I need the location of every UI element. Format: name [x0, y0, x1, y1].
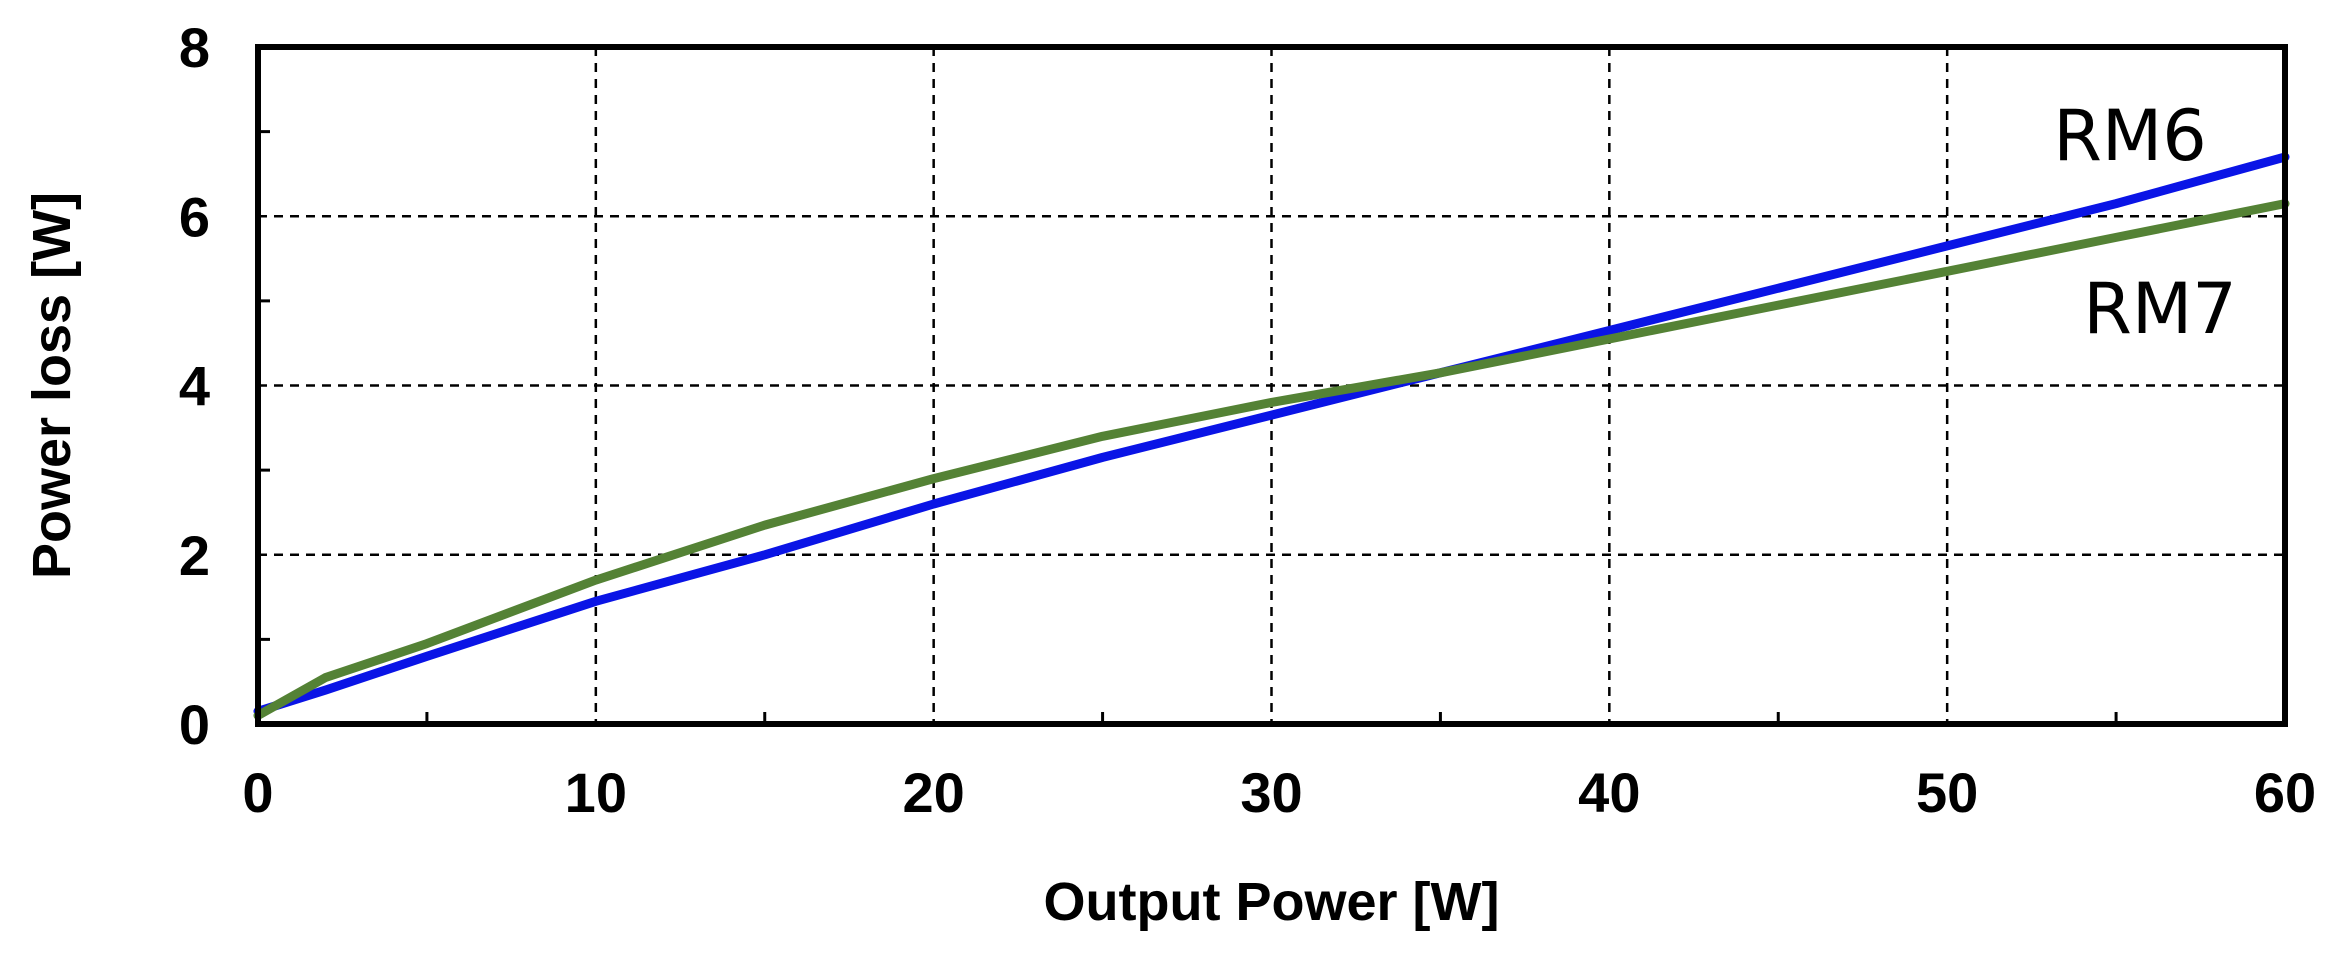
x-tick-label: 30 [1240, 761, 1302, 824]
y-tick-label: 4 [179, 355, 210, 418]
x-tick-label: 60 [2254, 761, 2316, 824]
x-tick-label: 40 [1578, 761, 1640, 824]
grid-lines [258, 47, 2285, 724]
series-line-rm7 [253, 199, 2290, 720]
series-label-rm6: RM6 [2053, 95, 2207, 177]
y-tick-label: 8 [179, 16, 210, 79]
series-label-rm7: RM7 [2083, 268, 2237, 350]
x-tick-labels: 0 10 20 30 40 50 60 [242, 761, 2316, 824]
y-tick-label: 6 [179, 185, 210, 248]
series-line-rm6 [253, 152, 2290, 716]
y-tick-labels: 0 2 4 6 8 [179, 16, 210, 756]
x-tick-label: 50 [1916, 761, 1978, 824]
y-tick-label: 2 [179, 524, 210, 587]
minor-ticks [258, 130, 2118, 724]
y-axis-title: Power loss [W] [22, 192, 82, 579]
x-tick-label: 20 [903, 761, 965, 824]
plot-frame [255, 44, 2288, 727]
x-tick-label: 10 [565, 761, 627, 824]
x-tick-label: 0 [242, 761, 273, 824]
y-tick-label: 0 [179, 693, 210, 756]
x-axis-title: Output Power [W] [1044, 872, 1500, 932]
series-lines [253, 152, 2290, 720]
